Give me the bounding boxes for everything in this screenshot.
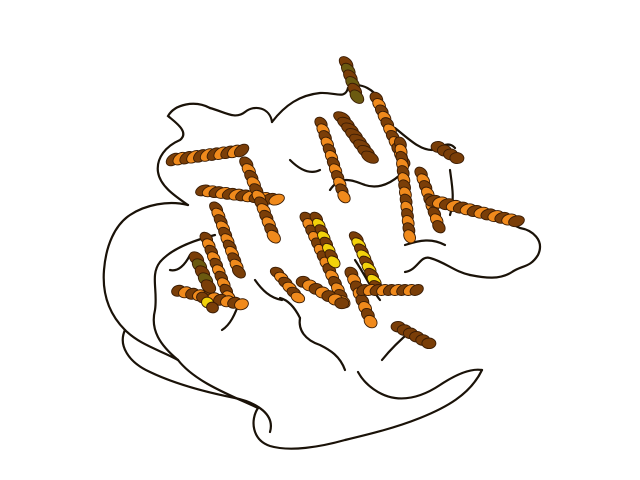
coil-loop xyxy=(168,253,192,272)
coil-loop xyxy=(152,233,260,410)
helix xyxy=(338,56,365,104)
helix xyxy=(199,231,236,304)
helix xyxy=(390,320,437,350)
helix xyxy=(196,291,219,314)
helix-turn xyxy=(449,152,465,165)
coil-loop xyxy=(156,102,212,207)
helix-turn xyxy=(231,265,246,279)
helix xyxy=(309,211,341,269)
helix-turn xyxy=(268,193,285,206)
coil-loop xyxy=(288,158,322,174)
helix xyxy=(394,136,416,244)
coil-loop xyxy=(253,278,284,302)
helix-turn xyxy=(233,143,250,158)
helix-turn xyxy=(337,190,351,204)
helix-turn xyxy=(290,291,306,304)
coil-loop xyxy=(102,201,190,362)
helix-turn xyxy=(327,255,341,269)
helix-turn xyxy=(200,279,217,294)
helix-turn xyxy=(432,220,446,234)
coil-loop xyxy=(403,239,447,247)
helix xyxy=(165,143,250,167)
coil-loop xyxy=(121,328,272,434)
helix-turn xyxy=(421,337,437,350)
coil-loop xyxy=(270,86,350,124)
helix-turn xyxy=(206,301,219,314)
helix xyxy=(188,251,217,294)
helix xyxy=(333,111,379,164)
helix xyxy=(356,284,424,296)
helix xyxy=(314,116,351,204)
helix xyxy=(239,156,281,244)
helix-turn xyxy=(403,229,416,244)
helix xyxy=(430,140,465,165)
helix-turn xyxy=(266,229,281,244)
helix xyxy=(425,194,525,228)
coil-loop xyxy=(252,368,484,450)
helix-turn xyxy=(361,150,379,164)
helix xyxy=(295,275,350,310)
coil-loop xyxy=(356,368,484,400)
alpha-helices xyxy=(165,56,525,350)
helix xyxy=(269,266,306,304)
coil-loop xyxy=(403,256,472,277)
helix-turn xyxy=(363,314,378,329)
helix xyxy=(209,201,246,279)
helix-turn xyxy=(349,89,365,104)
helix-turn xyxy=(234,298,249,311)
helix xyxy=(348,231,385,294)
coil-loop xyxy=(208,106,274,124)
helix-turn xyxy=(334,297,350,310)
helix-turn xyxy=(409,284,424,296)
helix-turn xyxy=(508,215,525,228)
coil-loop xyxy=(298,316,347,372)
coil-loop xyxy=(278,296,302,320)
